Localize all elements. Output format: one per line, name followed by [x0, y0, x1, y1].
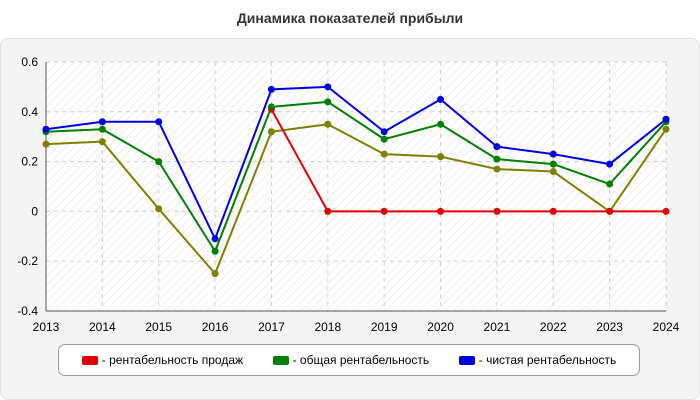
- data-point-sales: [437, 207, 445, 215]
- x-tick-label: 2023: [596, 320, 623, 334]
- data-point-general: [324, 98, 332, 106]
- data-point-net: [662, 115, 670, 123]
- series-line-olive: [45, 123, 667, 275]
- data-point-olive: [662, 125, 670, 133]
- data-point-sales: [606, 207, 614, 215]
- legend-item-general[interactable]: - общая рентабельность: [272, 353, 430, 367]
- data-point-general: [380, 135, 388, 143]
- data-point-general: [437, 120, 445, 128]
- data-point-general: [493, 155, 501, 163]
- chart-title: Динамика показателей прибыли: [236, 10, 464, 26]
- data-point-general: [267, 103, 275, 111]
- x-tick-label: 2020: [427, 320, 454, 334]
- data-point-net: [155, 118, 163, 126]
- legend-swatch-general: [272, 355, 289, 365]
- data-point-sales: [324, 207, 332, 215]
- data-point-sales: [493, 207, 501, 215]
- legend-label-general: - общая рентабельность: [292, 353, 430, 367]
- data-point-net: [606, 160, 614, 168]
- legend-swatch-net: [458, 355, 475, 365]
- data-point-olive: [324, 120, 332, 128]
- x-tick-label: 2016: [202, 320, 229, 334]
- x-tick-label: 2018: [314, 320, 341, 334]
- legend: - рентабельность продаж - общая рентабел…: [58, 344, 640, 376]
- x-tick-label: 2014: [89, 320, 116, 334]
- data-point-olive: [42, 140, 50, 148]
- x-tick-label: 2015: [145, 320, 172, 334]
- data-point-net: [549, 150, 557, 158]
- series-line-general: [45, 100, 667, 253]
- data-point-olive: [549, 168, 557, 176]
- y-tick-label: 0.6: [21, 55, 38, 69]
- data-point-olive: [155, 205, 163, 213]
- data-point-net: [324, 83, 332, 91]
- legend-label-sales: - рентабельность продаж: [101, 353, 244, 367]
- data-point-general: [98, 125, 106, 133]
- data-point-net: [493, 143, 501, 151]
- legend-label-net: - чистая рентабельность: [478, 353, 617, 367]
- legend-item-net[interactable]: - чистая рентабельность: [458, 353, 617, 367]
- y-tick-label: 0: [31, 204, 38, 218]
- data-point-net: [267, 85, 275, 93]
- data-point-sales: [549, 207, 557, 215]
- y-tick-label: 0.2: [21, 155, 38, 169]
- y-tick-label: 0.4: [21, 105, 38, 119]
- x-tick-label: 2024: [653, 320, 680, 334]
- data-point-general: [155, 158, 163, 166]
- series-line-net: [45, 85, 667, 240]
- data-point-olive: [380, 150, 388, 158]
- y-tick-label: -0.2: [17, 254, 38, 268]
- x-tick-label: 2021: [484, 320, 511, 334]
- data-point-sales: [380, 207, 388, 215]
- data-point-general: [211, 247, 219, 255]
- data-point-olive: [437, 153, 445, 161]
- data-point-general: [606, 180, 614, 188]
- data-point-net: [211, 235, 219, 243]
- x-tick-label: 2022: [540, 320, 567, 334]
- series-line-sales: [270, 108, 666, 213]
- data-point-sales: [662, 207, 670, 215]
- y-tick-label: -0.4: [17, 304, 38, 318]
- data-point-olive: [211, 270, 219, 278]
- x-tick-label: 2013: [33, 320, 60, 334]
- data-point-net: [98, 118, 106, 126]
- data-point-olive: [98, 138, 106, 146]
- x-tick-label: 2019: [371, 320, 398, 334]
- data-point-general: [549, 160, 557, 168]
- data-point-net: [380, 128, 388, 136]
- legend-item-sales[interactable]: - рентабельность продаж: [81, 353, 244, 367]
- data-point-olive: [267, 128, 275, 136]
- x-tick-label: 2017: [258, 320, 285, 334]
- legend-swatch-sales: [81, 355, 98, 365]
- data-point-net: [437, 95, 445, 103]
- data-point-olive: [493, 165, 501, 173]
- plot-hatch: [46, 62, 666, 311]
- data-point-net: [42, 125, 50, 133]
